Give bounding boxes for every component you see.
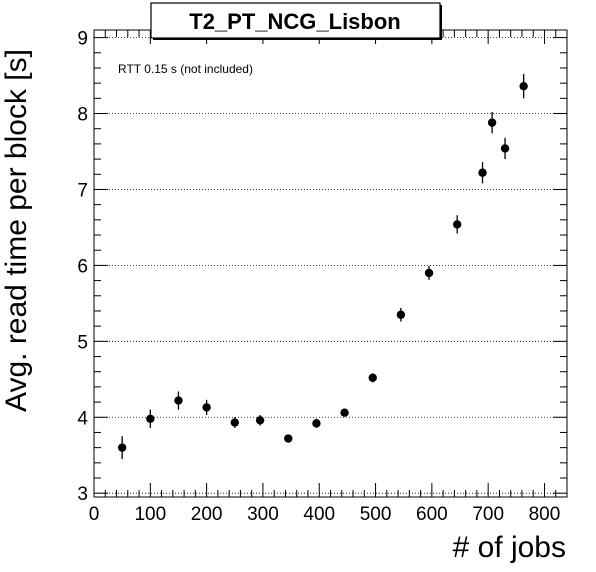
x-tick-label: 100 xyxy=(134,504,166,525)
x-tick-label: 600 xyxy=(416,504,448,525)
x-tick-label: 800 xyxy=(529,504,561,525)
data-point xyxy=(340,408,349,417)
data-point xyxy=(487,118,497,127)
data-point xyxy=(519,81,528,91)
x-tick-label: 200 xyxy=(191,504,223,525)
x-tick-label: 0 xyxy=(89,504,100,525)
data-point xyxy=(478,168,487,177)
x-tick-labels: 0 100 200 300 400 500 600 700 800 xyxy=(89,504,561,525)
data-point xyxy=(396,310,406,319)
y-tick-labels: 3 4 5 6 7 8 9 xyxy=(77,29,88,506)
data-point xyxy=(312,419,321,428)
title-box-shadow-bottom xyxy=(153,38,442,40)
x-tick-label: 300 xyxy=(247,504,279,525)
data-point xyxy=(284,434,293,443)
y-tick-label: 9 xyxy=(77,29,88,50)
chart-title: T2_PT_NCG_Lisbon xyxy=(189,9,400,34)
y-tick-label: 8 xyxy=(77,105,88,126)
grid-lines xyxy=(94,37,567,494)
data-point xyxy=(500,144,510,153)
axis-ticks xyxy=(93,30,568,497)
data-point xyxy=(174,396,183,405)
y-tick-label: 4 xyxy=(77,408,88,429)
x-axis-title: # of jobs xyxy=(453,531,566,564)
x-tick-label: 500 xyxy=(360,504,392,525)
data-point xyxy=(368,373,377,382)
data-point xyxy=(424,268,434,278)
data-points xyxy=(117,74,528,460)
title-box-shadow-right xyxy=(440,5,442,40)
y-tick-label: 6 xyxy=(77,256,88,277)
y-axis-title: Avg. read time per block [s] xyxy=(0,49,33,412)
rtt-annotation: RTT 0.15 s (not included) xyxy=(118,62,253,76)
data-point xyxy=(230,418,239,427)
data-point xyxy=(452,220,462,229)
x-tick-label: 400 xyxy=(303,504,335,525)
data-point xyxy=(117,443,127,452)
y-tick-label: 5 xyxy=(77,332,88,353)
x-tick-label: 700 xyxy=(472,504,504,525)
data-point xyxy=(146,414,155,423)
y-tick-label: 7 xyxy=(77,180,88,201)
plot-frame xyxy=(93,29,568,498)
data-point xyxy=(255,416,265,425)
data-point xyxy=(202,403,211,412)
y-tick-label: 3 xyxy=(77,484,88,505)
